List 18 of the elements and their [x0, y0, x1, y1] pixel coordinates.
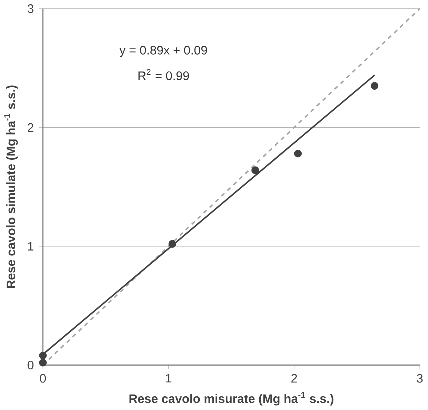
y-tick-label: 1: [28, 242, 34, 251]
point: [39, 358, 47, 367]
annotation: y = 0.89x + 0.09: [120, 46, 208, 58]
annotation: R$^{2}$ = 0.99: [138, 69, 190, 80]
x-tick-label: 0: [40, 374, 46, 383]
x-axis-title: Rese cavolo misurate (Mg ha$^{-1}$ s.s.): [130, 392, 334, 406]
y-tick-label: 2: [28, 123, 34, 132]
y-tick-label: 0: [28, 360, 34, 370]
point: [370, 82, 379, 90]
x-tick-label: 3: [417, 374, 423, 383]
y-tick-label: 3: [28, 4, 34, 14]
y-axis-title: Rese cavolo simulate (Mg ha$^{-1}$ s.s.): [4, 86, 18, 288]
point: [39, 352, 47, 360]
x-tick-label: 2: [292, 374, 298, 383]
point: [252, 166, 260, 174]
point: [294, 150, 302, 158]
point: [168, 240, 176, 248]
x-tick-label: 1: [166, 374, 172, 383]
